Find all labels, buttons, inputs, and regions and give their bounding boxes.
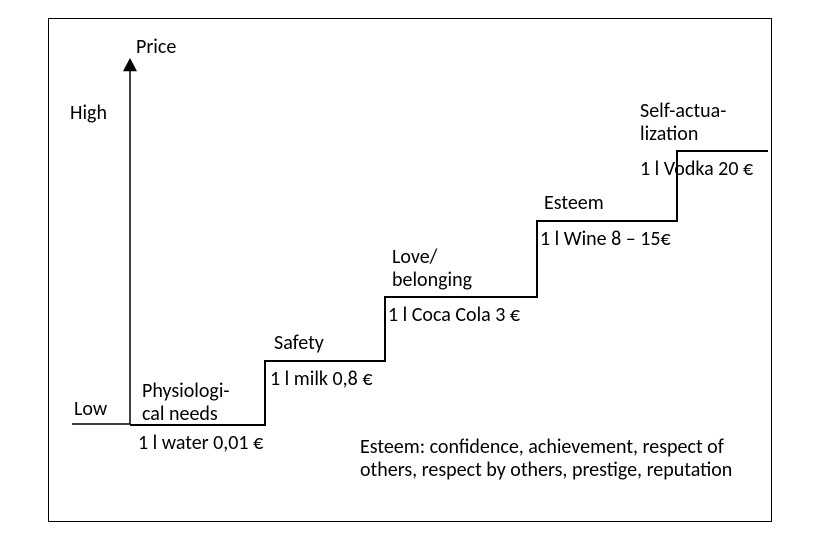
footnote: Esteem: confidence, achievement, respect…: [360, 436, 732, 482]
step-item-label: 1 l Coca Cola 3 €: [388, 304, 520, 327]
step-item-label: 1 l Vodka 20 €: [640, 158, 753, 181]
step-tread: [264, 360, 384, 362]
step-item-label: 1 l milk 0,8 €: [270, 368, 372, 391]
step-tread: [676, 150, 768, 152]
step-riser: [264, 360, 266, 426]
step-need-label: Esteem: [544, 192, 604, 215]
axis-title: Price: [136, 36, 176, 59]
axis-low-label: Low: [74, 398, 107, 421]
step-riser: [536, 220, 538, 298]
step-tread: [384, 296, 536, 298]
step-need-label: Safety: [274, 332, 324, 355]
step-riser: [384, 296, 386, 362]
step-need-label: Self-actua- lization: [640, 100, 726, 146]
step-item-label: 1 l water 0,01 €: [138, 432, 263, 455]
step-need-label: Love/ belonging: [392, 246, 472, 292]
step-item-label: 1 l Wine 8 – 15€: [540, 228, 671, 251]
step-tread: [536, 220, 676, 222]
diagram-canvas: Price High Low Physiologi- cal needs 1 l …: [0, 0, 820, 540]
step-need-label: Physiologi- cal needs: [142, 380, 230, 426]
axis-high-label: High: [70, 102, 107, 125]
